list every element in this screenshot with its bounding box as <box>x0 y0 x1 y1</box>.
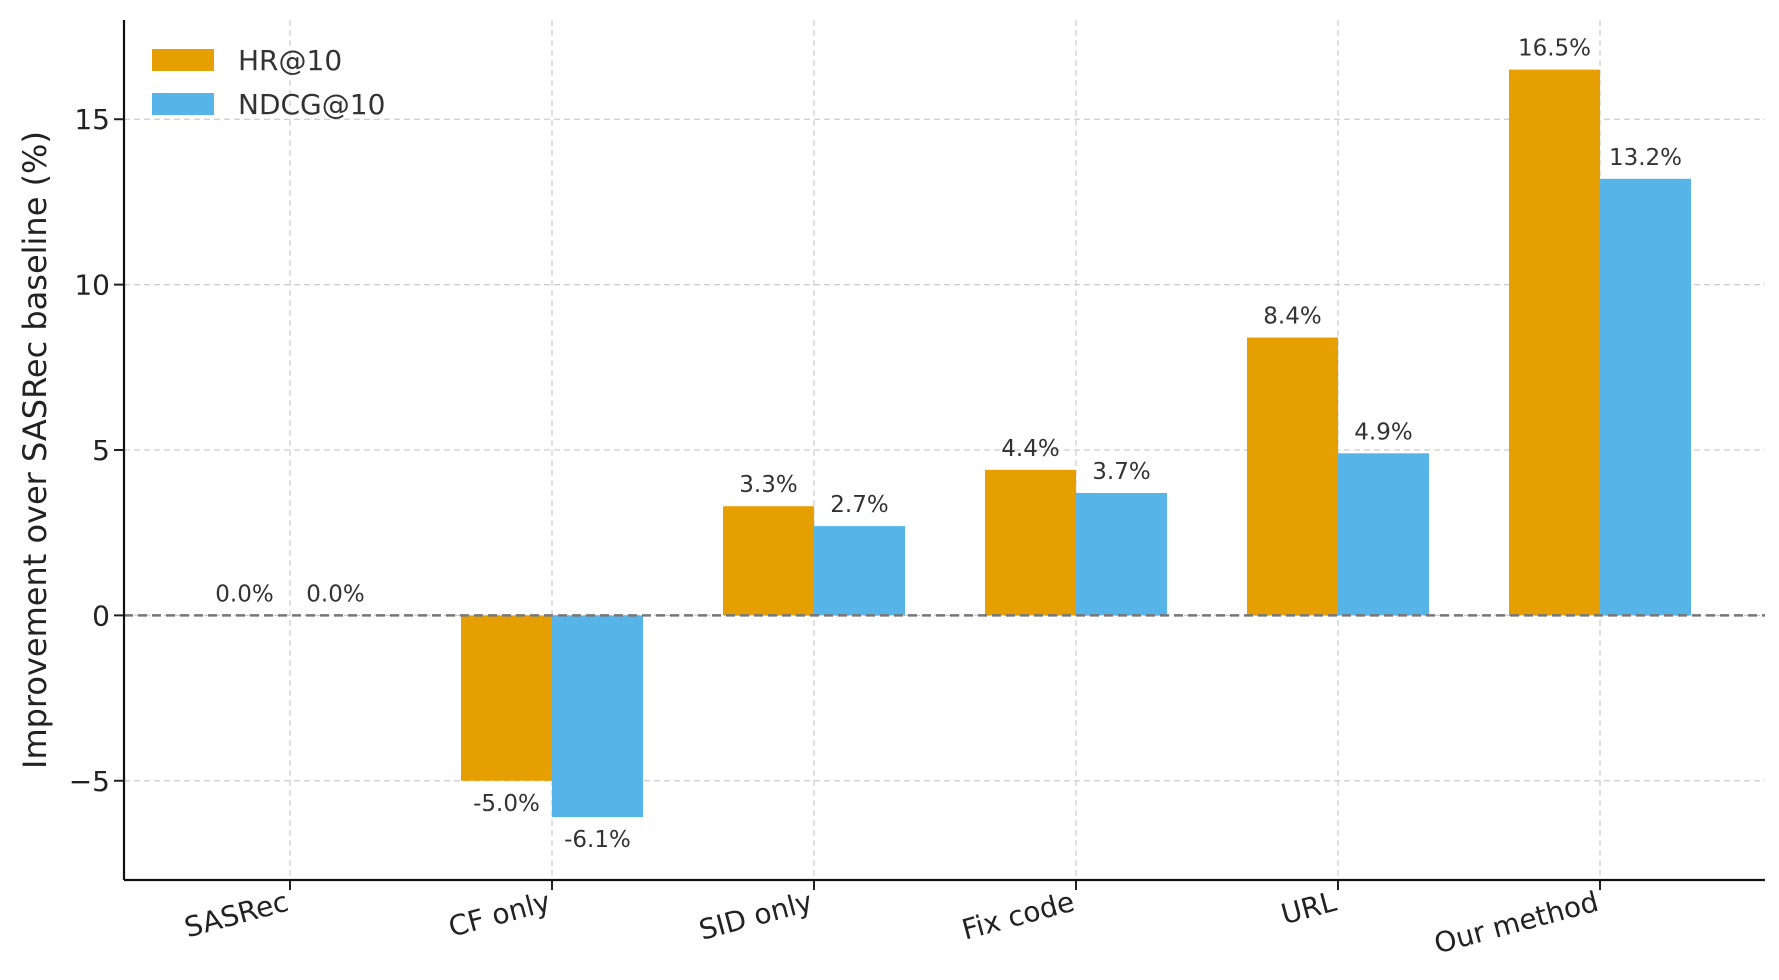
x-tick-label: Our method <box>1431 885 1602 960</box>
data-label: 2.7% <box>830 492 888 518</box>
bar-hr10-4 <box>1247 337 1338 616</box>
bar-ndcg10-5 <box>1600 178 1691 616</box>
bar-hr10-1 <box>461 615 552 781</box>
bar-ndcg10-3 <box>1076 493 1167 616</box>
y-axis-label: Improvement over SASRec baseline (%) <box>16 131 54 769</box>
y-tick-label: −5 <box>69 765 110 798</box>
legend-swatch-hr10 <box>152 49 214 71</box>
data-labels: 0.0% -5.0% 3.3% 4.4% 8.4% 16.5% 0.0% -6.1% 2.7% 3… <box>215 36 1682 854</box>
data-label: 4.4% <box>1001 436 1059 462</box>
bar-hr10-5 <box>1509 69 1600 616</box>
data-label: 13.2% <box>1609 145 1682 171</box>
data-label: 0.0% <box>306 581 364 607</box>
x-tick-label: Fix code <box>958 885 1077 947</box>
data-label: 16.5% <box>1518 36 1591 62</box>
legend-swatch-ndcg10 <box>152 93 214 115</box>
legend: HR@10 NDCG@10 <box>152 44 385 121</box>
y-tick-label: 5 <box>92 434 110 467</box>
data-label: -5.0% <box>473 791 540 817</box>
y-tick-label: 0 <box>92 599 110 632</box>
x-tick-label: SID only <box>695 885 815 947</box>
data-label: 4.9% <box>1354 419 1412 445</box>
y-tick-label: 10 <box>74 269 110 302</box>
y-tick-label: 15 <box>74 103 110 136</box>
data-label: 3.7% <box>1092 459 1150 485</box>
data-label: 0.0% <box>215 581 273 607</box>
legend-label-hr10: HR@10 <box>238 44 342 77</box>
data-label: 8.4% <box>1263 304 1321 330</box>
bar-hr10-3 <box>985 469 1076 616</box>
data-label: 3.3% <box>739 472 797 498</box>
bar-hr10-2 <box>723 506 814 616</box>
bar-ndcg10-1 <box>552 615 643 818</box>
data-label: -6.1% <box>564 827 631 853</box>
bars <box>461 69 1691 818</box>
x-tick-label: CF only <box>445 885 554 944</box>
bar-ndcg10-4 <box>1338 453 1429 616</box>
x-tick-label: URL <box>1278 885 1341 931</box>
bar-ndcg10-2 <box>814 526 905 616</box>
legend-label-ndcg10: NDCG@10 <box>238 88 385 121</box>
x-tick-label: SASRec <box>181 885 292 944</box>
